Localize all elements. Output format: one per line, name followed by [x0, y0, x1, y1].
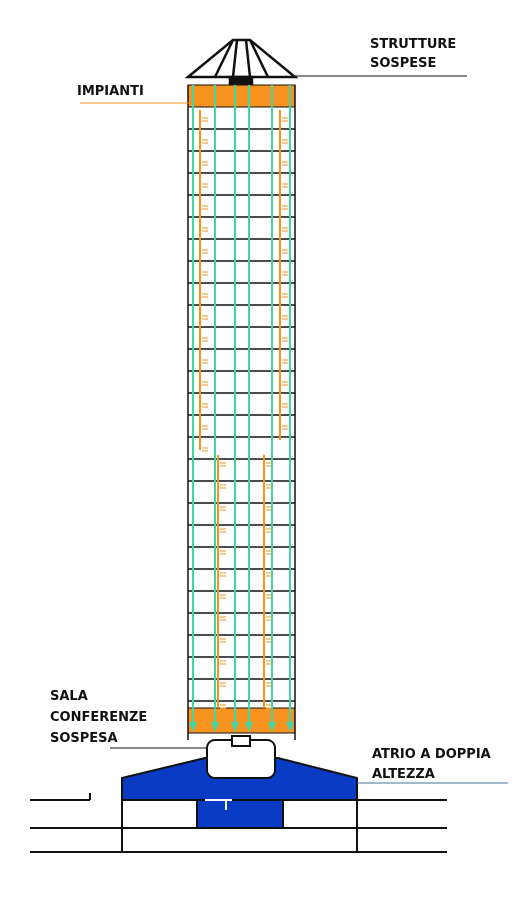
label: ALTEZZA: [372, 767, 435, 782]
hanger-arrow: [286, 722, 294, 732]
base: [30, 735, 447, 853]
label: SALA: [50, 689, 88, 704]
hanger-arrow: [189, 722, 197, 732]
label: IMPIANTI: [77, 84, 144, 99]
plant-band-top: [187, 84, 296, 108]
label: ATRIO A DOPPIA: [372, 747, 491, 762]
plant-band-bottom: [187, 707, 296, 734]
label: STRUTTURE: [370, 37, 456, 52]
label: SOSPESE: [370, 56, 436, 71]
hanger-arrow: [211, 722, 219, 732]
hanger-arrow: [245, 722, 253, 732]
roof: [184, 38, 299, 87]
tower: [187, 84, 296, 740]
label: CONFERENZE: [50, 710, 147, 725]
label: SOSPESA: [50, 731, 118, 746]
hanger-arrow: [231, 722, 239, 732]
hanger-arrow: [268, 722, 276, 732]
